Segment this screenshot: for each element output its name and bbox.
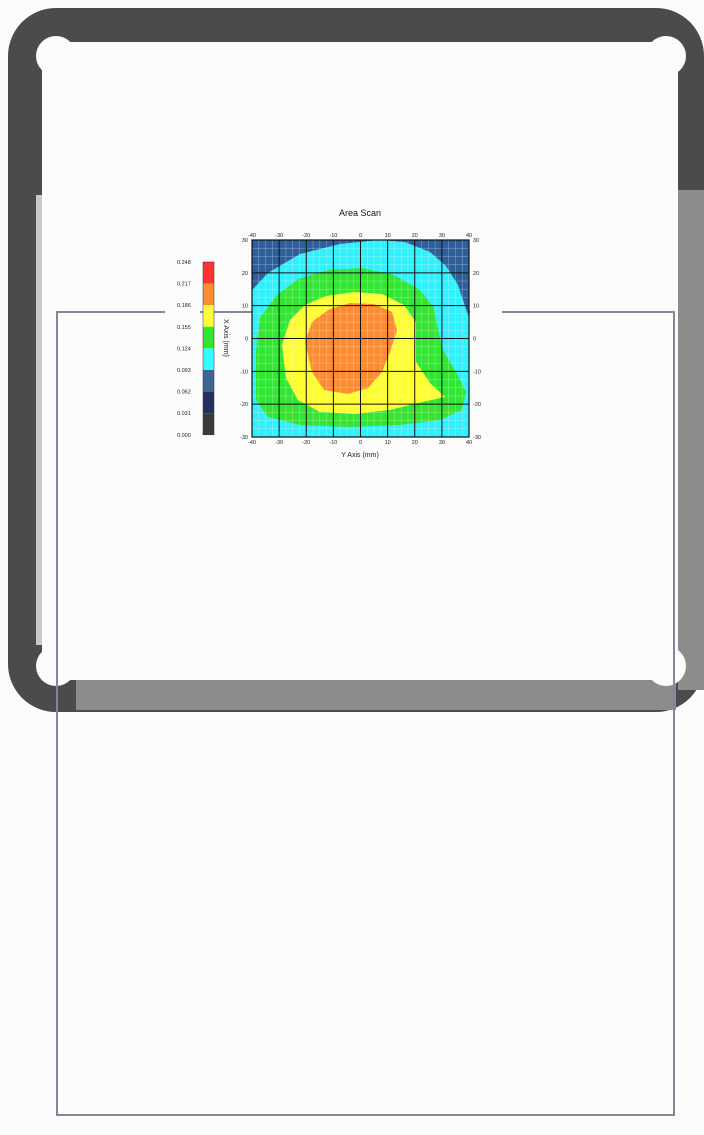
y-tick-label-right: -10 bbox=[473, 369, 481, 375]
colorbar-label: 0.093 bbox=[177, 368, 191, 374]
plot-border bbox=[251, 239, 470, 438]
colorbar-label: 0.155 bbox=[177, 325, 191, 331]
y-tick-label: -30 bbox=[240, 435, 248, 441]
y-tick-label-right: 10 bbox=[473, 304, 479, 310]
frame-shade-right bbox=[678, 190, 704, 690]
x-tick-label-top: 0 bbox=[359, 233, 362, 239]
x-tick-label-top: -10 bbox=[329, 233, 337, 239]
colorbar-label: 0.217 bbox=[177, 282, 191, 288]
x-tick-label-top: -40 bbox=[248, 233, 256, 239]
corner-notch-bottom-right bbox=[646, 646, 686, 686]
y-tick-label-right: -30 bbox=[473, 435, 481, 441]
x-tick-label: -40 bbox=[248, 440, 256, 446]
colorbar-swatch bbox=[203, 262, 214, 284]
x-tick-label-top: -30 bbox=[275, 233, 283, 239]
x-tick-label: 30 bbox=[439, 440, 445, 446]
colorbar-label: 0.248 bbox=[177, 260, 191, 266]
colorbar-border bbox=[202, 261, 215, 436]
y-tick-label: 10 bbox=[242, 304, 248, 310]
colorbar: 0.248 0.217 0.186 0.155 0.124 0.093 0.062 0.031… bbox=[177, 260, 215, 439]
corner-notch-top-left bbox=[36, 36, 76, 76]
colorbar-swatch bbox=[203, 348, 214, 370]
colorbar-swatch bbox=[203, 413, 214, 435]
y-axis-label: X Axis (mm) bbox=[222, 319, 229, 357]
colorbar-swatch bbox=[203, 391, 214, 414]
colorbar-label: 0.031 bbox=[177, 411, 191, 417]
x-tick-label-top: 30 bbox=[439, 233, 445, 239]
frame-shade-bottom bbox=[76, 680, 676, 710]
x-tick-label: -10 bbox=[329, 440, 337, 446]
colorbar-label: 0.186 bbox=[177, 303, 191, 309]
x-tick-label: 20 bbox=[412, 440, 418, 446]
colorbar-swatch bbox=[203, 326, 214, 349]
colorbar-swatch bbox=[203, 370, 214, 392]
y-tick-label-right: 30 bbox=[473, 238, 479, 244]
x-tick-label-top: -20 bbox=[302, 233, 310, 239]
colorbar-label: 0.000 bbox=[177, 433, 191, 439]
axes: -40-40-30-30-20-20-10-100010102020303040… bbox=[240, 233, 481, 446]
colorbar-label: 0.124 bbox=[177, 346, 191, 352]
x-tick-label-top: 10 bbox=[385, 233, 391, 239]
x-tick-label: 0 bbox=[359, 440, 362, 446]
x-tick-label: 10 bbox=[385, 440, 391, 446]
y-tick-label-right: -20 bbox=[473, 402, 481, 408]
y-tick-label: 0 bbox=[245, 337, 248, 343]
x-tick-label: -30 bbox=[275, 440, 283, 446]
y-tick-label-right: 20 bbox=[473, 271, 479, 277]
colorbar-swatch bbox=[203, 305, 214, 327]
y-tick-label-right: 0 bbox=[473, 337, 476, 343]
corner-notch-top-right bbox=[646, 36, 686, 76]
chart-title: Area Scan bbox=[339, 208, 381, 218]
outline-gap-left bbox=[165, 306, 200, 316]
x-axis-label: Y Axis (mm) bbox=[341, 452, 379, 459]
x-tick-label-top: 40 bbox=[466, 233, 472, 239]
x-tick-label: -20 bbox=[302, 440, 310, 446]
y-tick-label: 30 bbox=[242, 238, 248, 244]
frame-shade-left bbox=[36, 195, 42, 645]
y-tick-label: -20 bbox=[240, 402, 248, 408]
outline-gap-right bbox=[470, 306, 502, 316]
y-tick-label: -10 bbox=[240, 369, 248, 375]
y-tick-label: 20 bbox=[242, 271, 248, 277]
colorbar-label: 0.062 bbox=[177, 390, 191, 396]
x-tick-label: 40 bbox=[466, 440, 472, 446]
colorbar-swatch bbox=[203, 283, 214, 306]
x-tick-label-top: 20 bbox=[412, 233, 418, 239]
